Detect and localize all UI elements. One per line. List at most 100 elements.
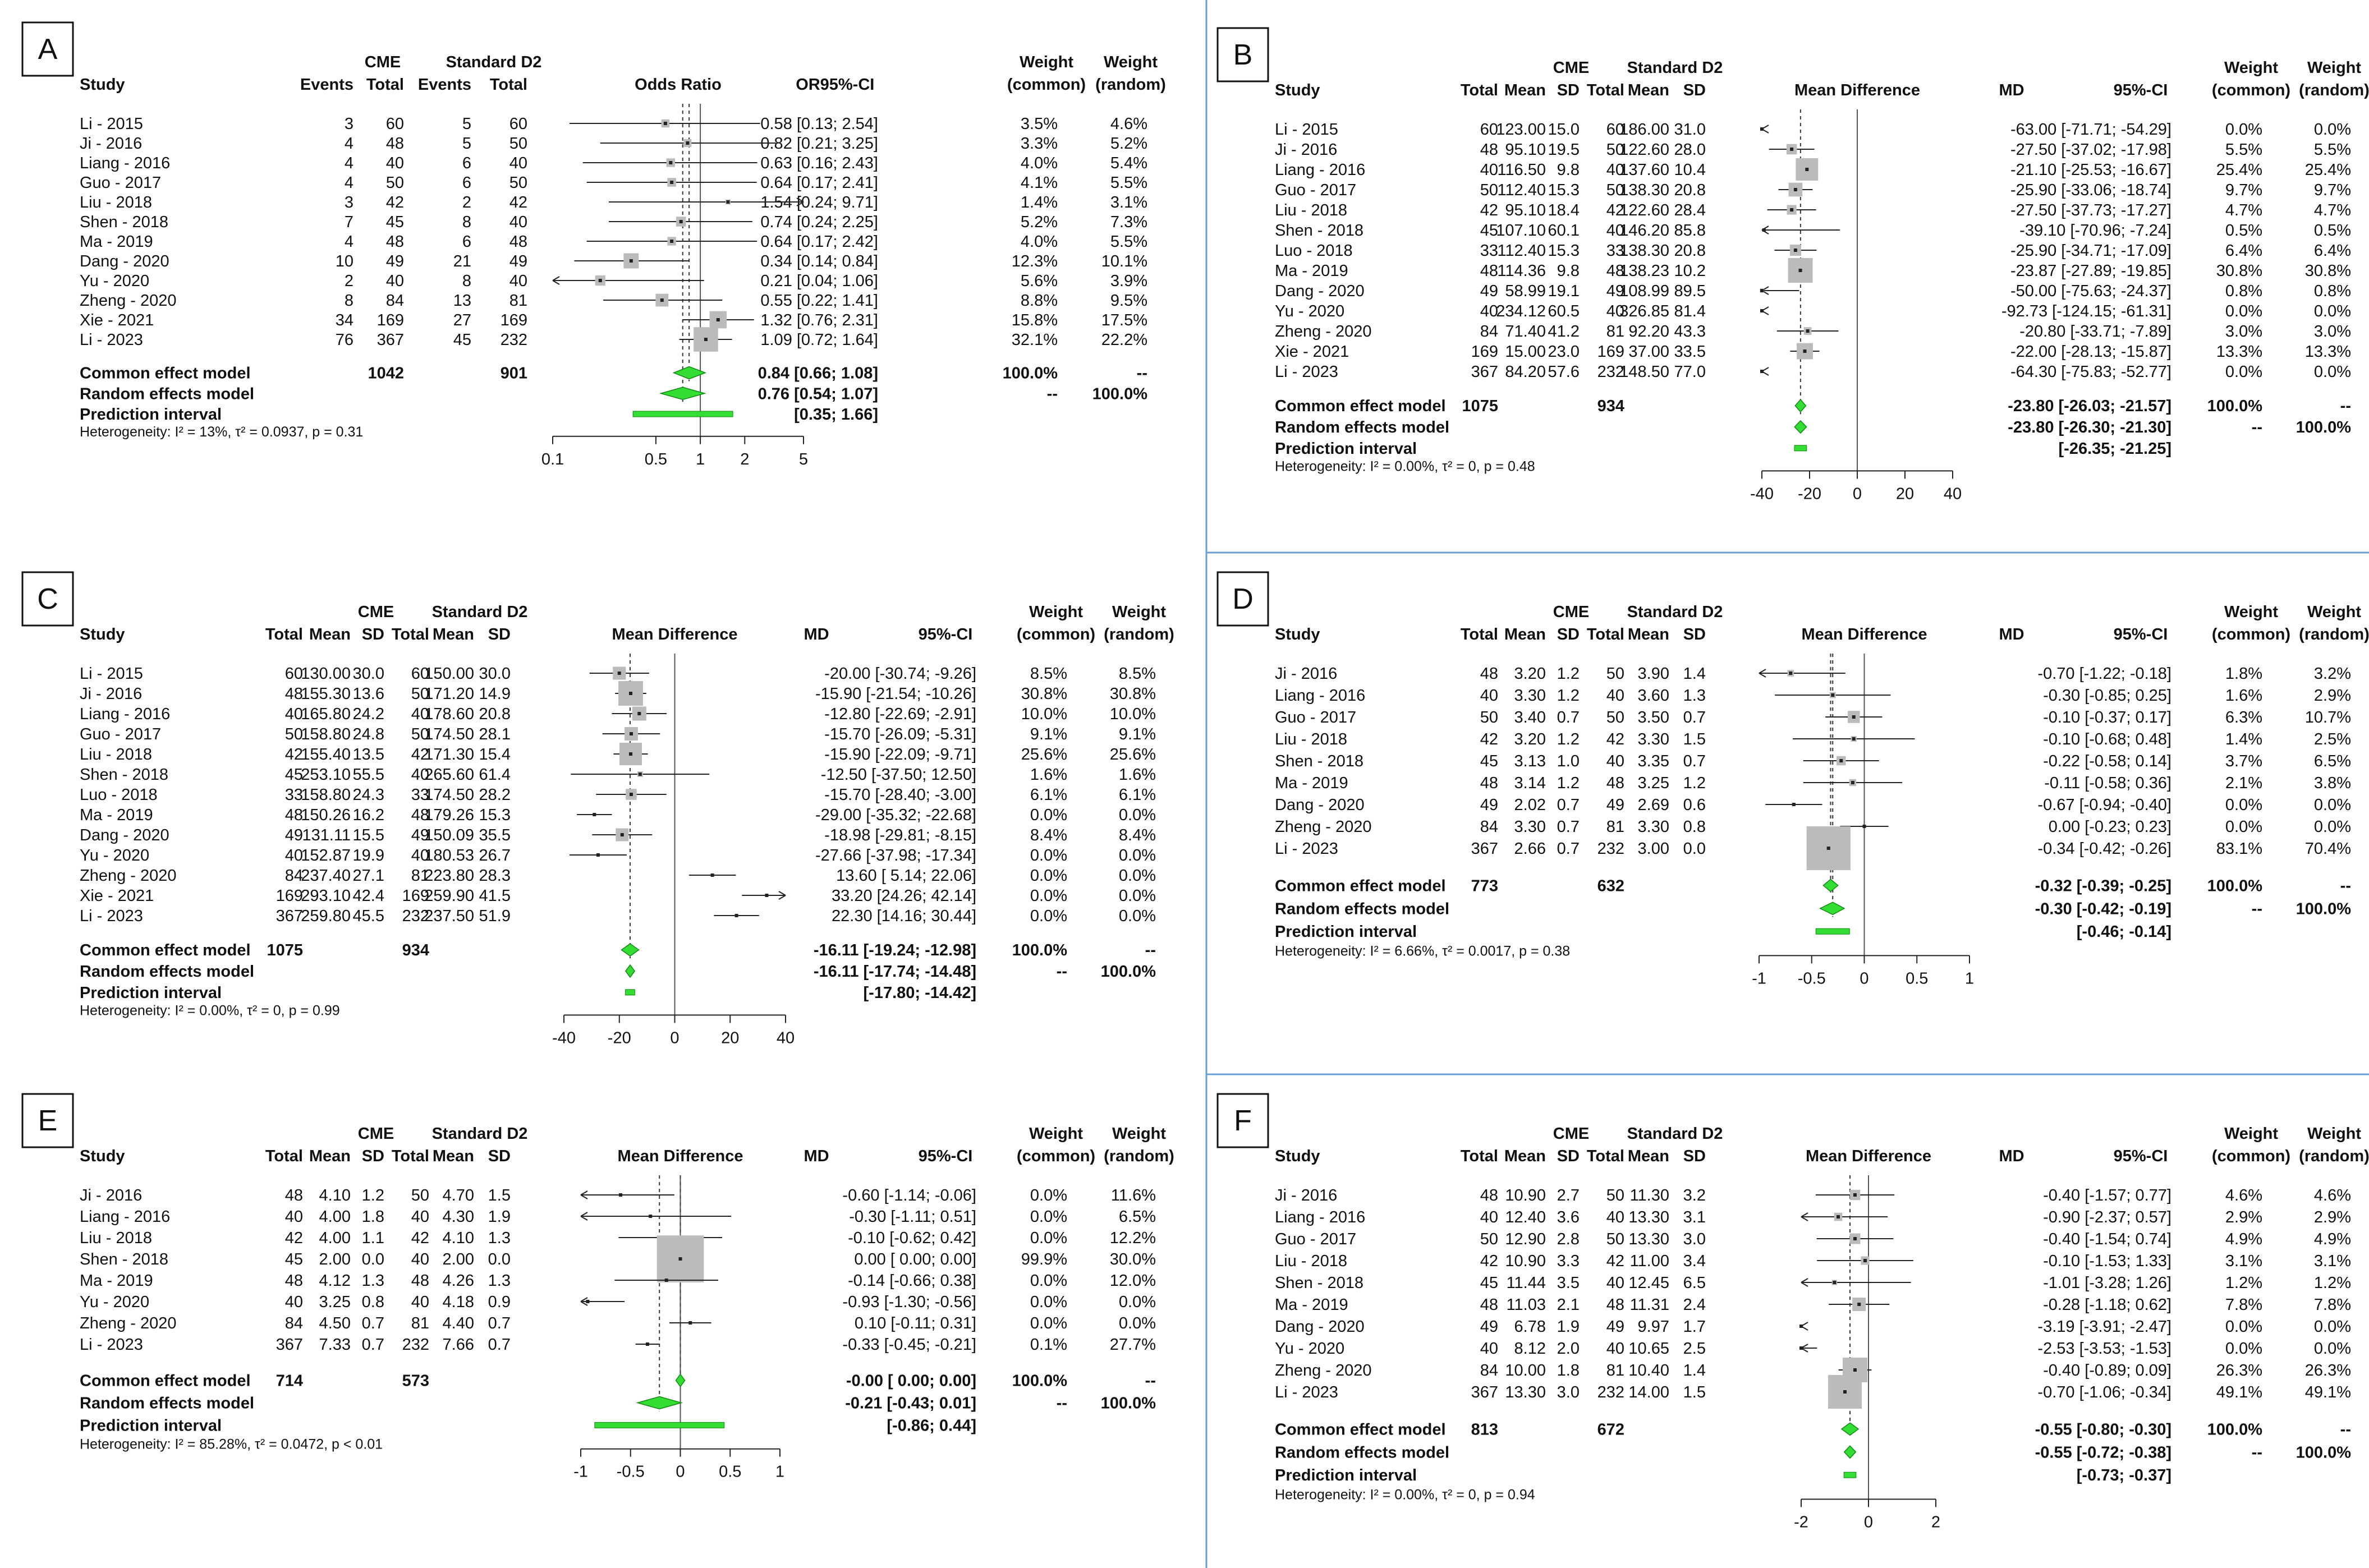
study-data-cell: 21 (453, 252, 471, 270)
random-effect-diamond (1843, 1445, 1857, 1459)
random-weight-random: 100.0% (1101, 963, 1156, 981)
common-effect-diamond (1822, 879, 1839, 893)
study-data-cell: 40 (285, 1293, 303, 1311)
study-data-cell: 130.00 (301, 665, 351, 683)
study-weight-random: 3.1% (1110, 194, 1147, 211)
study-weight-common: 2.1% (2225, 774, 2262, 792)
study-data-cell: 174.50 (424, 725, 474, 743)
study-label: Liang - 2016 (1275, 161, 1365, 179)
study-data-cell: 40 (285, 847, 303, 865)
random-weight-random: 100.0% (1101, 1395, 1156, 1413)
study-data-cell: 10 (336, 252, 353, 270)
random-weight-random: 100.0% (2296, 900, 2352, 918)
data-column-header: SD (488, 1147, 511, 1165)
study-weight-random: 2.5% (2314, 730, 2351, 748)
study-data-cell: 259.80 (301, 907, 351, 925)
study-weight-random: 27.7% (1110, 1336, 1156, 1354)
study-data-cell: 42 (411, 746, 429, 764)
study-weight-common: 4.7% (2225, 201, 2262, 219)
random-model-label: Random effects model (1275, 900, 1449, 918)
study-data-cell: 92.20 (1628, 323, 1669, 341)
study-label: Dang - 2020 (80, 826, 169, 844)
weight-random-subheader: (random) (2299, 81, 2369, 99)
study-data-cell: 155.40 (301, 746, 351, 764)
prediction-interval-ci: [-26.35; -21.25] (2059, 440, 2172, 458)
study-weight-random: 22.2% (1101, 331, 1147, 349)
study-data-cell: 40 (509, 272, 527, 290)
study-data-cell: 50 (1606, 665, 1624, 683)
study-data-cell: 30.0 (353, 665, 384, 683)
weight-random-header: Weight (2307, 603, 2361, 621)
study-weight-random: 5.2% (1110, 135, 1147, 153)
study-data-cell: 2.00 (319, 1250, 351, 1268)
study-data-cell: 48 (1480, 1296, 1498, 1314)
study-data-cell: 9.8 (1557, 161, 1580, 179)
study-data-cell: 42 (285, 1229, 303, 1247)
study-data-cell: 3.1 (1683, 1208, 1706, 1226)
prediction-model-label: Prediction interval (1275, 923, 1417, 941)
study-weight-random: 0.0% (1119, 907, 1156, 925)
data-column-header: Mean (1504, 81, 1546, 99)
study-weight-common: 6.4% (2225, 242, 2262, 260)
weight-common-subheader: (common) (1017, 626, 1095, 643)
study-label: Luo - 2018 (1275, 242, 1353, 260)
study-weight-random: 3.0% (2314, 323, 2351, 341)
panel-letter-box (1216, 571, 1269, 627)
study-weight-common: 5.5% (2225, 141, 2262, 159)
heterogeneity-statistics: Heterogeneity: I² = 0.00%, τ² = 0, p = 0… (80, 1003, 340, 1018)
study-data-cell: 60 (1606, 121, 1624, 139)
study-data-cell: 6 (462, 154, 471, 172)
study-data-cell: 1.8 (362, 1208, 384, 1226)
prediction-interval-bar (594, 1422, 725, 1428)
common-total-group2: 934 (402, 941, 429, 959)
study-effect-ci: -15.90 [-21.54; -10.26] (815, 685, 976, 703)
study-effect-ci: 0.21 [0.04; 1.06] (760, 272, 878, 290)
study-weight-common: 0.0% (1030, 1229, 1067, 1247)
study-data-cell: 4 (345, 233, 353, 251)
study-data-cell: 2.69 (1638, 796, 1669, 814)
study-data-cell: 3.60 (1638, 687, 1669, 705)
study-data-cell: 6.5 (1683, 1274, 1706, 1292)
data-column-header: Mean (433, 626, 474, 643)
common-total-group1: 813 (1471, 1420, 1498, 1438)
study-weight-common: 0.1% (1030, 1336, 1067, 1354)
study-data-cell: 10.65 (1628, 1340, 1669, 1358)
study-data-cell: 60.1 (1548, 222, 1580, 240)
x-axis-tick-label: 0.5 (719, 1463, 741, 1481)
study-data-cell: 180.53 (424, 847, 474, 865)
study-weight-random: 4.6% (2314, 1187, 2351, 1204)
study-data-cell: 45 (386, 213, 404, 231)
study-data-cell: 12.45 (1628, 1274, 1669, 1292)
study-data-cell: 1.7 (1683, 1318, 1706, 1336)
study-weight-random: 10.1% (1101, 252, 1147, 270)
study-effect-ci: 1.09 [0.72; 1.64] (760, 331, 878, 349)
common-model-label: Common effect model (1275, 1420, 1446, 1438)
study-point-estimate (664, 1279, 668, 1282)
study-data-cell: 232 (1597, 1383, 1624, 1401)
study-data-cell: 150.26 (301, 806, 351, 824)
data-column-header: SD (1683, 626, 1706, 643)
random-effect-ci: -0.55 [-0.72; -0.38] (2035, 1443, 2171, 1461)
ci-left-arrow (1759, 669, 1766, 678)
study-data-cell: 51.9 (479, 907, 511, 925)
study-point-estimate (1837, 1215, 1840, 1218)
study-weight-random: 11.6% (1111, 1187, 1156, 1204)
study-data-cell: 367 (1471, 1383, 1498, 1401)
panel-letter: D (1232, 583, 1254, 615)
study-weight-common: 0.0% (1030, 1314, 1067, 1332)
study-weight-common: 1.8% (2225, 665, 2262, 683)
study-data-cell: 13.30 (1628, 1230, 1669, 1248)
random-weight-common: -- (2252, 419, 2262, 436)
study-effect-ci: -0.90 [-2.37; 0.57] (2043, 1208, 2171, 1226)
study-data-cell: 234.12 (1496, 302, 1546, 320)
data-column-header: Mean (309, 1147, 351, 1165)
study-data-cell: 40 (1606, 1274, 1624, 1292)
study-data-cell: 3.90 (1638, 665, 1669, 683)
study-data-cell: 3.30 (1638, 818, 1669, 836)
study-data-cell: 50 (1480, 709, 1498, 726)
study-data-cell: 3.0 (1683, 1230, 1706, 1248)
study-data-cell: 0.0 (488, 1250, 511, 1268)
random-weight-random: 100.0% (2296, 419, 2352, 436)
study-weight-random: 12.0% (1110, 1272, 1156, 1290)
study-point-estimate (734, 914, 738, 917)
